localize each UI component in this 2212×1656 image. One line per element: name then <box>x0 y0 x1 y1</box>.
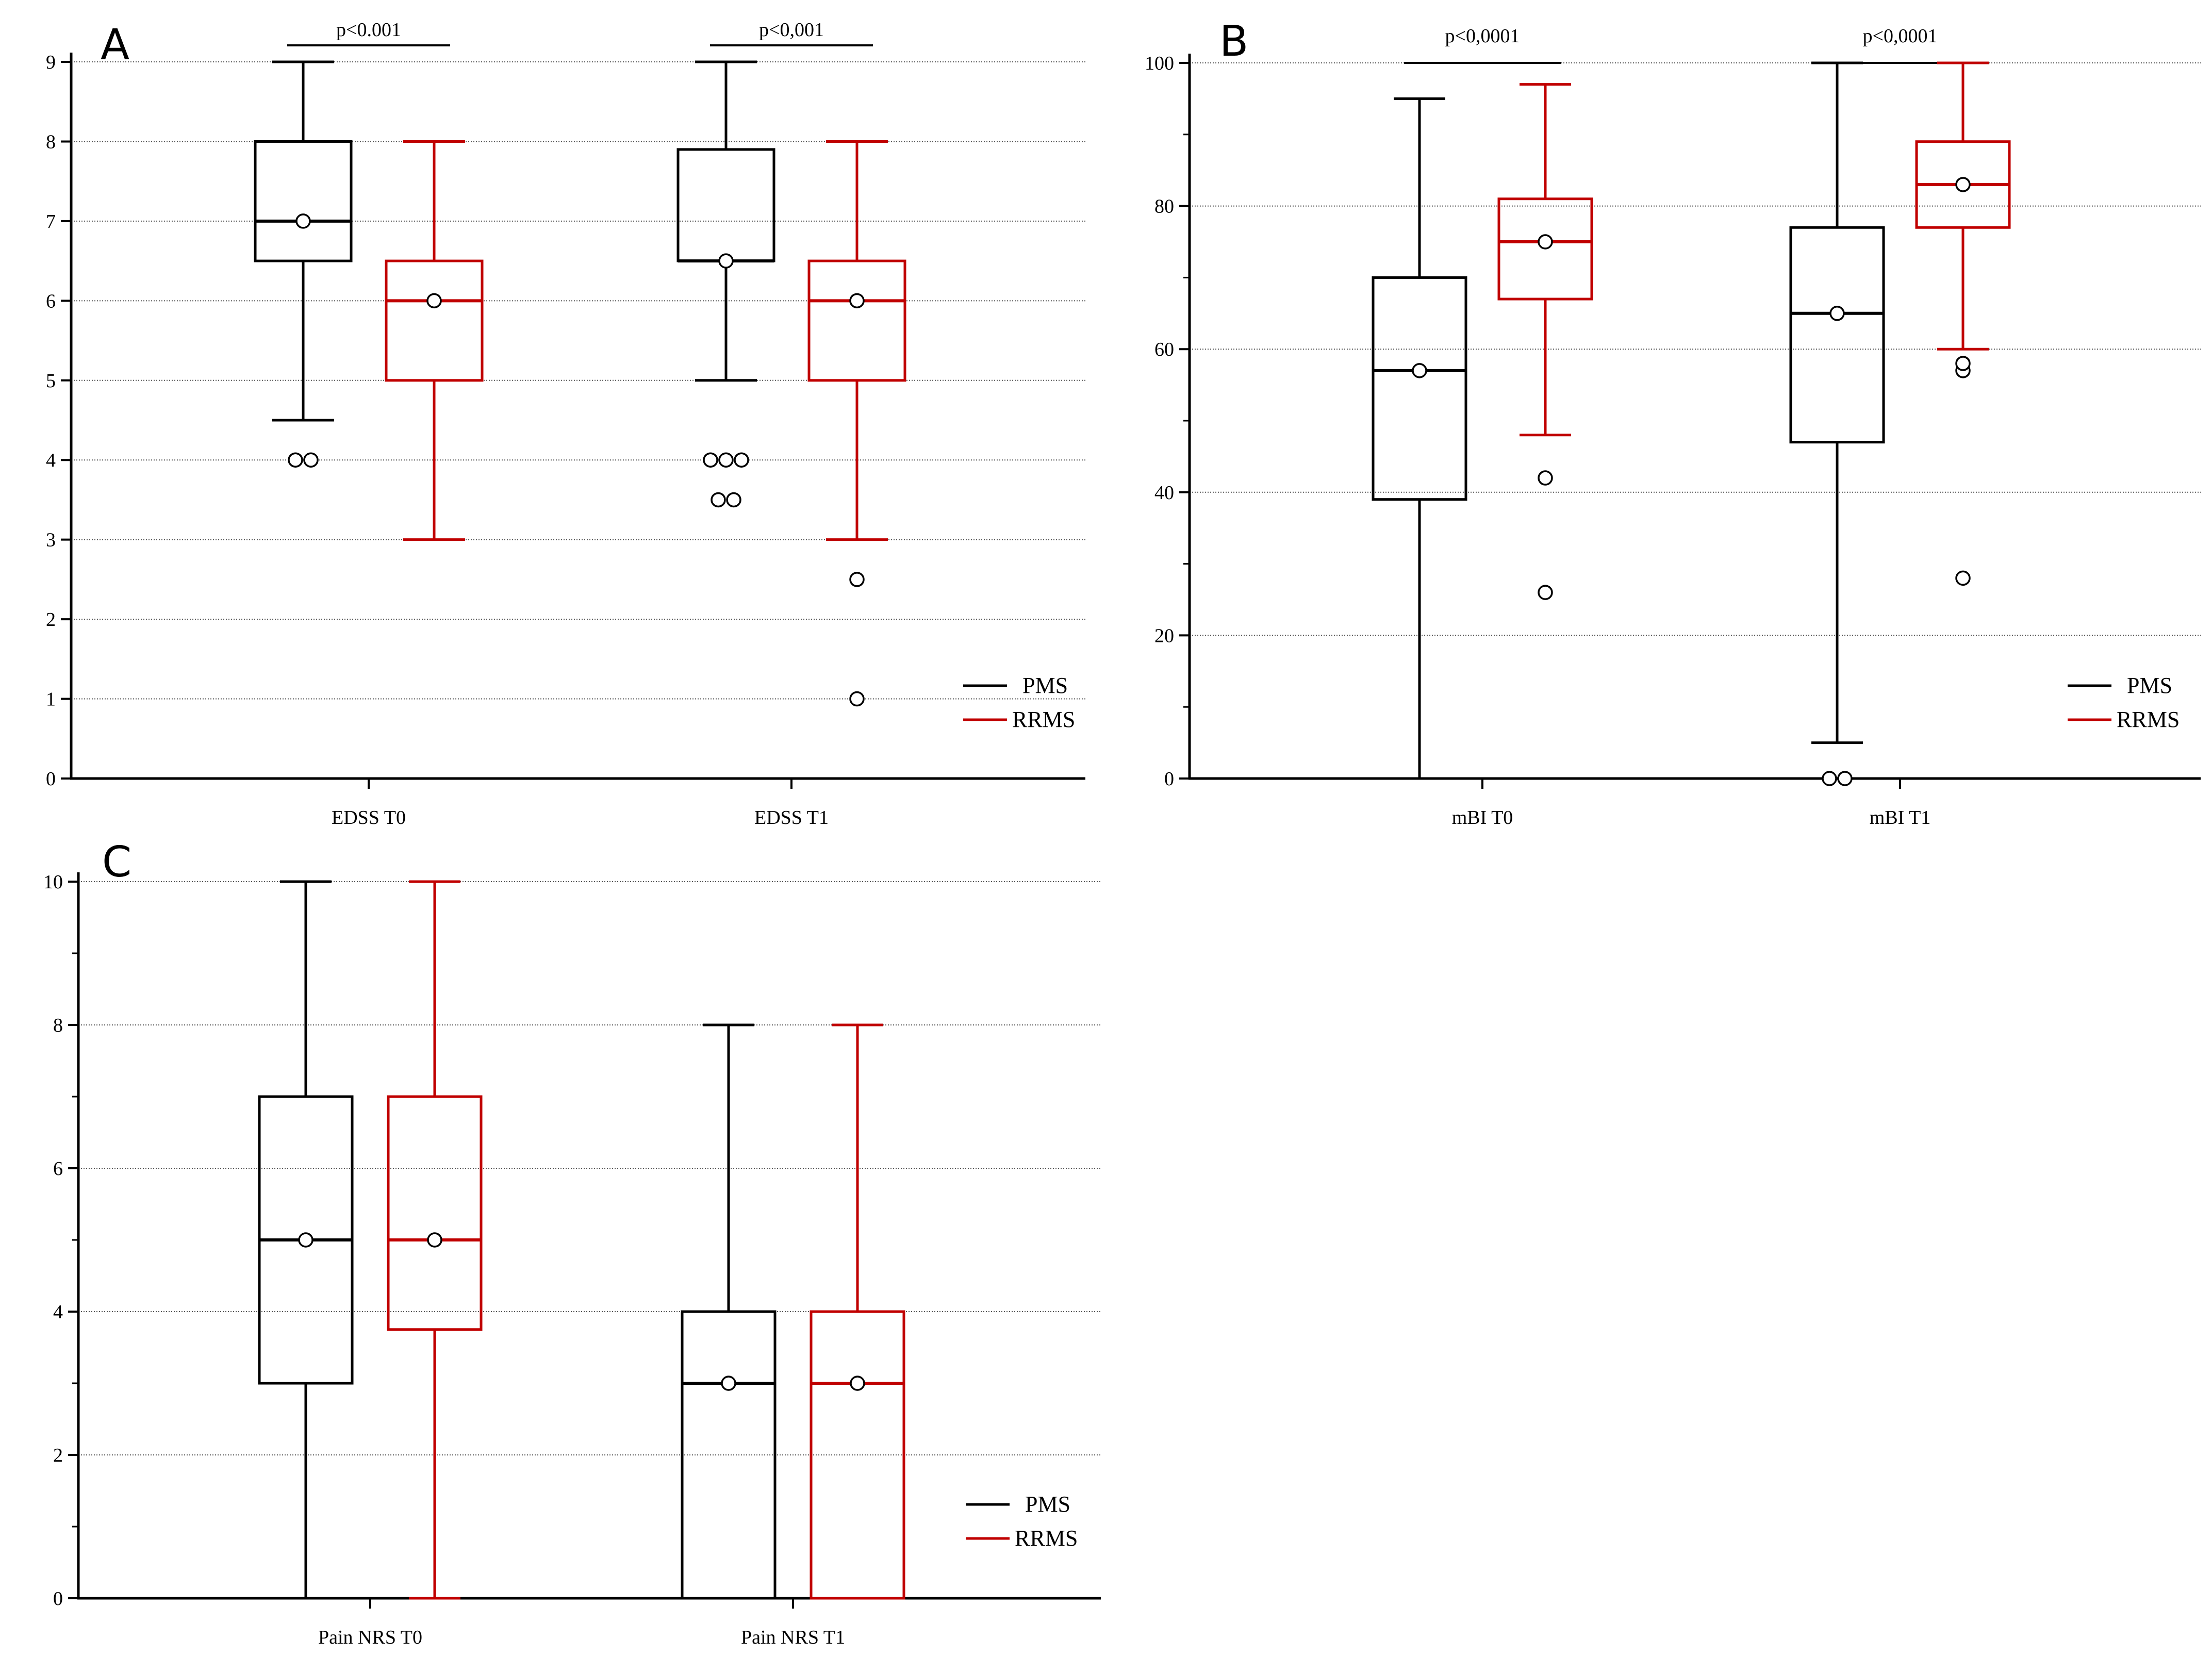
panel-c-y-tick-label: 10 <box>43 871 63 893</box>
panel-a-y-tick-label: 8 <box>46 131 56 153</box>
panel-c-box-rect <box>810 1310 905 1600</box>
panel-a-legend-label-rrms: RRMS <box>1012 707 1075 732</box>
panel-a-outlier-point <box>703 452 718 468</box>
panel-a-y-tick-label: 9 <box>46 52 56 73</box>
panel-c-y-tick-label: 0 <box>53 1588 63 1610</box>
panel-b-box-rrms <box>1497 83 1593 600</box>
panel-a-outlier-point <box>726 492 741 508</box>
panel-c-chart: C 0 2 4 6 8 10 Pain NRS T0 Pain NRS T1 PMS RRMS <box>43 838 1101 1648</box>
panel-c-mean-marker <box>427 1232 442 1248</box>
panel-c-box-pms <box>681 1023 777 1600</box>
panel-b-box-pms <box>1789 61 1885 786</box>
panel-a-box-rrms <box>807 140 906 707</box>
panel-a-outlier-point <box>734 452 749 468</box>
panel-b-outlier-point <box>1837 771 1853 786</box>
panel-b-mean-marker <box>1538 234 1553 250</box>
panel-a-box-rrms <box>385 140 484 541</box>
panel-a-outlier-point <box>303 452 319 468</box>
panel-b-y-tick-label: 100 <box>1145 53 1174 74</box>
panel-a-outlier-point <box>711 492 726 508</box>
panel-b-outlier-point <box>1955 570 1971 586</box>
panel-b-letter: B <box>1219 17 1248 66</box>
panel-b-y-tick-label: 20 <box>1154 625 1174 647</box>
panel-c-category-label: Pain NRS T1 <box>741 1627 845 1648</box>
panel-c-box-pms <box>258 880 354 1600</box>
panel-b-mean-marker <box>1955 177 1971 192</box>
panel-a-mean-marker <box>426 293 442 309</box>
panel-b-outlier-point <box>1538 585 1553 600</box>
panel-c-box-rrms <box>810 1023 905 1600</box>
panel-a-category-label: EDSS T0 <box>332 807 406 829</box>
panel-a-significance-label: p<0,001 <box>759 19 824 41</box>
panel-a-y-tick-label: 2 <box>46 609 56 631</box>
panel-b-mean-marker <box>1829 306 1845 321</box>
panel-a-mean-marker <box>849 293 865 309</box>
panel-c-mean-marker <box>721 1376 736 1391</box>
panel-b-y-tick-label: 80 <box>1154 196 1174 218</box>
panel-a-box-rect <box>807 259 906 382</box>
panel-a-y-tick-label: 1 <box>46 689 56 710</box>
panel-a-outlier-point <box>288 452 303 468</box>
panel-a-y-tick-label: 5 <box>46 370 56 392</box>
panel-b-y-tick-label: 40 <box>1154 482 1174 504</box>
panel-b-y-tick-label: 60 <box>1154 339 1174 360</box>
panel-c-mean-marker <box>850 1376 865 1391</box>
panel-c-mean-marker <box>298 1232 313 1248</box>
panel-b-legend-label-rrms: RRMS <box>2117 707 2180 732</box>
panel-c-y-tick-label: 8 <box>53 1015 63 1036</box>
panel-b-significance-label: p<0,0001 <box>1863 25 1938 47</box>
panel-b-box-pms <box>1372 97 1467 780</box>
panel-a-box-pms <box>254 60 353 468</box>
panel-b-category-label: mBI T0 <box>1452 807 1513 829</box>
panel-c-y-tick-label: 2 <box>53 1445 63 1466</box>
panel-c-box-rect <box>387 1095 483 1331</box>
panel-a-y-tick-label: 3 <box>46 529 56 551</box>
panel-a-legend-label-pms: PMS <box>1022 673 1068 698</box>
panel-a-box-rect <box>385 259 484 382</box>
panel-a-y-tick-label: 7 <box>46 211 56 233</box>
panel-b-box-rect <box>1372 276 1467 501</box>
panel-a-significance-label: p<0.001 <box>336 19 401 41</box>
panel-a-box-pms <box>676 60 775 508</box>
panel-c-box-rect <box>681 1310 777 1600</box>
panel-b-significance-label: p<0,0001 <box>1445 25 1520 47</box>
panel-b-box-rrms <box>1915 61 2011 586</box>
panel-c-y-tick-label: 6 <box>53 1158 63 1180</box>
panel-a-outlier-point <box>718 452 734 468</box>
panel-c-letter: C <box>102 838 131 887</box>
panel-b-outlier-point <box>1538 470 1553 486</box>
panel-a-category-label: EDSS T1 <box>754 807 829 829</box>
panel-a-outlier-point <box>849 572 865 587</box>
panel-c-legend-label-rrms: RRMS <box>1015 1526 1078 1551</box>
panel-c-box-rrms <box>387 880 483 1600</box>
panel-b-outlier-point <box>1955 356 1971 371</box>
panel-c-category-label: Pain NRS T0 <box>318 1627 422 1648</box>
panel-b-mean-marker <box>1412 363 1427 378</box>
panel-b-outlier-point <box>1822 771 1837 786</box>
panel-b-box-rect <box>1789 226 1885 444</box>
panel-a-box-rect <box>676 148 775 262</box>
panel-a-y-tick-label: 4 <box>46 450 56 471</box>
panel-b-category-label: mBI T1 <box>1870 807 1931 829</box>
panel-c-legend-label-pms: PMS <box>1025 1492 1070 1517</box>
panel-a-outlier-point <box>849 691 865 707</box>
panel-a-y-tick-label: 6 <box>46 290 56 312</box>
panel-b-y-tick-label: 0 <box>1164 768 1174 790</box>
panel-a-y-tick-label: 0 <box>46 768 56 790</box>
panel-c-y-tick-label: 4 <box>53 1301 63 1323</box>
panel-b-box-rect <box>1497 197 1593 301</box>
panel-a-box-rect <box>254 140 353 262</box>
panel-b-legend-label-pms: PMS <box>2127 673 2172 698</box>
panel-b-chart: B 0 20 40 60 80 100 mBI T0 p<0,0001 mBI T1 p<0,00… <box>1145 17 2201 829</box>
panel-a-mean-marker <box>718 253 734 269</box>
panel-a-mean-marker <box>295 213 311 229</box>
